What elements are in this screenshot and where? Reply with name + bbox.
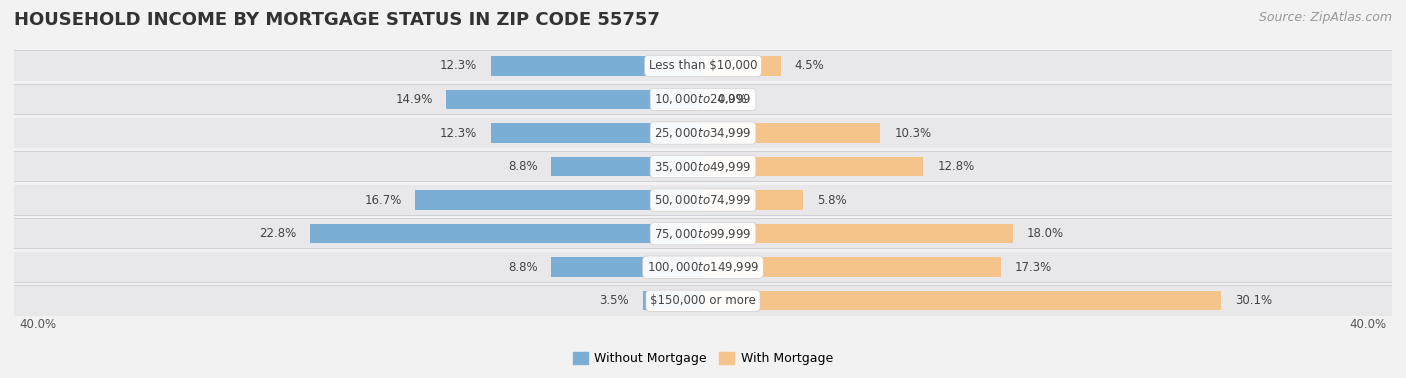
Bar: [14, 118, 1392, 148]
Bar: [643, 291, 703, 310]
Text: 5.8%: 5.8%: [817, 194, 846, 207]
Bar: [703, 291, 1222, 310]
Text: Source: ZipAtlas.com: Source: ZipAtlas.com: [1258, 11, 1392, 24]
Bar: [14, 252, 1392, 283]
Bar: [491, 56, 703, 76]
Text: $35,000 to $49,999: $35,000 to $49,999: [654, 160, 752, 174]
Bar: [551, 157, 703, 176]
Bar: [703, 224, 1012, 243]
Bar: [14, 84, 1392, 115]
Bar: [703, 257, 1001, 277]
Text: 8.8%: 8.8%: [508, 160, 537, 173]
Text: 30.1%: 30.1%: [1236, 294, 1272, 307]
Text: 22.8%: 22.8%: [259, 227, 297, 240]
Text: 12.3%: 12.3%: [440, 59, 478, 73]
Text: 4.5%: 4.5%: [794, 59, 824, 73]
Text: $25,000 to $34,999: $25,000 to $34,999: [654, 126, 752, 140]
Text: 40.0%: 40.0%: [1350, 318, 1386, 331]
Bar: [14, 185, 1392, 215]
Bar: [14, 285, 1392, 316]
Bar: [14, 185, 1392, 215]
Bar: [703, 123, 880, 143]
Text: 3.5%: 3.5%: [599, 294, 628, 307]
Bar: [703, 157, 924, 176]
Bar: [14, 219, 1392, 248]
Bar: [703, 191, 803, 210]
Bar: [14, 152, 1392, 181]
Bar: [14, 253, 1392, 282]
Text: $150,000 or more: $150,000 or more: [650, 294, 756, 307]
Legend: Without Mortgage, With Mortgage: Without Mortgage, With Mortgage: [568, 347, 838, 370]
Bar: [14, 151, 1392, 182]
Text: 16.7%: 16.7%: [364, 194, 402, 207]
Bar: [491, 123, 703, 143]
Bar: [14, 85, 1392, 114]
Text: HOUSEHOLD INCOME BY MORTGAGE STATUS IN ZIP CODE 55757: HOUSEHOLD INCOME BY MORTGAGE STATUS IN Z…: [14, 11, 659, 29]
Bar: [14, 218, 1392, 249]
Bar: [415, 191, 703, 210]
Text: 0.0%: 0.0%: [717, 93, 747, 106]
Text: $50,000 to $74,999: $50,000 to $74,999: [654, 193, 752, 207]
Text: 10.3%: 10.3%: [894, 127, 931, 139]
Bar: [703, 56, 780, 76]
Text: $100,000 to $149,999: $100,000 to $149,999: [647, 260, 759, 274]
Text: 40.0%: 40.0%: [20, 318, 56, 331]
Bar: [14, 51, 1392, 81]
Bar: [551, 257, 703, 277]
Text: 17.3%: 17.3%: [1015, 261, 1052, 274]
Bar: [446, 90, 703, 109]
Text: 12.3%: 12.3%: [440, 127, 478, 139]
Text: 8.8%: 8.8%: [508, 261, 537, 274]
Bar: [14, 51, 1392, 81]
Text: Less than $10,000: Less than $10,000: [648, 59, 758, 73]
Bar: [14, 286, 1392, 316]
Text: 18.0%: 18.0%: [1026, 227, 1064, 240]
Bar: [311, 224, 703, 243]
Bar: [14, 118, 1392, 149]
Text: 14.9%: 14.9%: [395, 93, 433, 106]
Text: $75,000 to $99,999: $75,000 to $99,999: [654, 227, 752, 241]
Text: 12.8%: 12.8%: [938, 160, 974, 173]
Text: $10,000 to $24,999: $10,000 to $24,999: [654, 93, 752, 107]
